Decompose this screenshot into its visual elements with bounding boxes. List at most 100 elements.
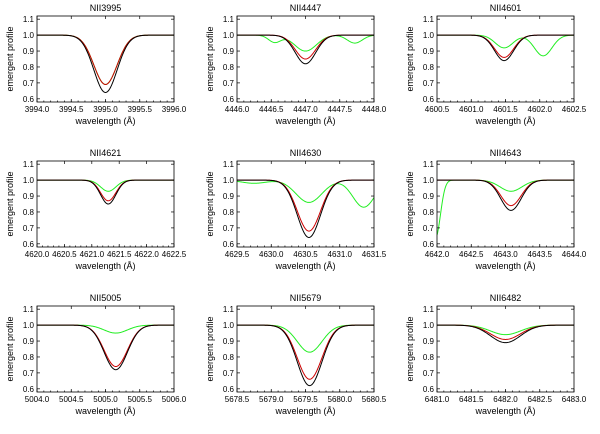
series-line-model-3 <box>437 324 574 336</box>
panel-nii4447: NII4447 4446.0 4446.5 4447.0 4447.5 4448.0 0.6… <box>205 3 387 126</box>
y-tick-label: 0.7 <box>23 79 35 88</box>
y-tick-label: 1.1 <box>223 160 235 169</box>
panel-title: NII4630 <box>290 148 322 158</box>
x-tick-label: 5679.5 <box>293 395 318 404</box>
plot-frame <box>436 15 575 103</box>
y-tick-label: 0.9 <box>23 337 35 346</box>
x-tick-label: 4620.5 <box>52 250 77 259</box>
y-tick-label: 1.0 <box>223 31 235 40</box>
y-axis-label: emergent profile <box>405 171 415 236</box>
y-tick-label: 0.9 <box>423 192 435 201</box>
x-tick-label: 4448.0 <box>362 105 387 114</box>
series-line-model-1 <box>37 324 174 371</box>
x-axis-label: wavelength (Å) <box>274 406 335 416</box>
x-tick-label: 6483.0 <box>562 395 587 404</box>
y-tick-label: 0.7 <box>223 369 235 378</box>
x-axis-label: wavelength (Å) <box>274 261 335 271</box>
plot-frame <box>236 305 375 393</box>
x-axis-label: wavelength (Å) <box>74 116 135 126</box>
y-tick-label: 0.9 <box>23 47 35 56</box>
x-tick-label: 6482.5 <box>528 395 553 404</box>
y-tick-label: 0.6 <box>423 95 435 104</box>
x-tick-label: 4622.0 <box>134 250 159 259</box>
y-tick-label: 1.1 <box>423 160 435 169</box>
y-tick-label: 1.0 <box>223 321 235 330</box>
x-tick-label: 4643.5 <box>528 250 553 259</box>
y-tick-label: 1.0 <box>423 321 435 330</box>
series-line-model-1 <box>437 324 574 344</box>
y-tick-label: 1.0 <box>23 31 35 40</box>
series-line-model-2 <box>437 324 574 340</box>
y-tick-label: 1.1 <box>423 305 435 314</box>
plot-frame <box>36 15 175 103</box>
plot-frame <box>436 305 575 393</box>
y-tick-label: 0.7 <box>423 79 435 88</box>
x-tick-label: 4446.0 <box>225 105 250 114</box>
panel-title: NII4601 <box>490 3 522 13</box>
series-line-model-1 <box>237 179 374 238</box>
series-line-model-3 <box>37 324 174 334</box>
y-tick-label: 0.6 <box>223 95 235 104</box>
y-tick-label: 0.9 <box>423 47 435 56</box>
y-tick-label: 1.0 <box>23 176 35 185</box>
series-line-model-3 <box>237 324 374 353</box>
x-tick-label: 5680.0 <box>328 395 353 404</box>
panel-title: NII3995 <box>90 3 122 13</box>
y-tick-label: 0.8 <box>423 208 435 217</box>
y-tick-label: 0.8 <box>223 353 235 362</box>
series-line-model-1 <box>237 324 374 387</box>
y-tick-label: 0.7 <box>223 79 235 88</box>
series-line-model-1 <box>37 179 174 205</box>
x-tick-label: 4642.0 <box>425 250 450 259</box>
y-tick-label: 1.1 <box>223 305 235 314</box>
y-tick-label: 0.6 <box>223 240 235 249</box>
x-tick-label: 3994.5 <box>59 105 84 114</box>
plot-frame <box>36 305 175 393</box>
x-tick-label: 4631.5 <box>362 250 387 259</box>
y-tick-label: 0.8 <box>23 353 35 362</box>
y-tick-label: 0.6 <box>23 385 35 394</box>
plot-frame <box>36 160 175 248</box>
y-tick-label: 0.9 <box>223 337 235 346</box>
x-tick-label: 5678.5 <box>225 395 250 404</box>
y-tick-label: 1.0 <box>423 31 435 40</box>
y-tick-label: 0.6 <box>23 95 35 104</box>
y-axis-label: emergent profile <box>5 26 15 91</box>
series-line-model-1 <box>437 34 574 62</box>
x-tick-label: 4642.5 <box>459 250 484 259</box>
x-tick-label: 4622.5 <box>162 250 187 259</box>
y-tick-label: 0.6 <box>223 385 235 394</box>
y-tick-label: 0.7 <box>223 224 235 233</box>
panel-title: NII6482 <box>490 293 522 303</box>
panel-title: NII5005 <box>90 293 122 303</box>
y-tick-label: 0.8 <box>23 63 35 72</box>
x-axis-label: wavelength (Å) <box>74 406 135 416</box>
plot-frame <box>236 160 375 248</box>
x-tick-label: 4601.0 <box>459 105 484 114</box>
x-axis-label: wavelength (Å) <box>474 261 535 271</box>
y-tick-label: 0.7 <box>23 224 35 233</box>
y-tick-label: 0.8 <box>23 208 35 217</box>
series-line-model-2 <box>437 179 574 207</box>
x-tick-label: 4630.5 <box>293 250 318 259</box>
series-line-model-3 <box>437 34 574 57</box>
y-axis-label: emergent profile <box>205 26 215 91</box>
x-tick-label: 6482.0 <box>493 395 518 404</box>
x-axis-label: wavelength (Å) <box>274 116 335 126</box>
x-tick-label: 5005.5 <box>128 395 153 404</box>
plot-frame <box>436 160 575 248</box>
x-tick-label: 4630.0 <box>259 250 284 259</box>
y-tick-label: 1.0 <box>423 176 435 185</box>
y-tick-label: 0.9 <box>23 192 35 201</box>
panel-nii4601: NII4601 4600.5 4601.0 4601.5 4602.0 4602.5 0.6… <box>405 3 587 126</box>
x-tick-label: 5004.5 <box>59 395 84 404</box>
x-tick-label: 4631.0 <box>328 250 353 259</box>
x-tick-label: 5004.0 <box>25 395 50 404</box>
y-tick-label: 0.6 <box>423 385 435 394</box>
panel-nii4643: NII4643 4642.0 4642.5 4643.0 4643.5 4644.0 0.6… <box>405 148 587 271</box>
x-tick-label: 4644.0 <box>562 250 587 259</box>
series-line-model-3 <box>237 34 374 52</box>
x-tick-label: 4643.0 <box>493 250 518 259</box>
series-line-model-3 <box>237 180 374 208</box>
